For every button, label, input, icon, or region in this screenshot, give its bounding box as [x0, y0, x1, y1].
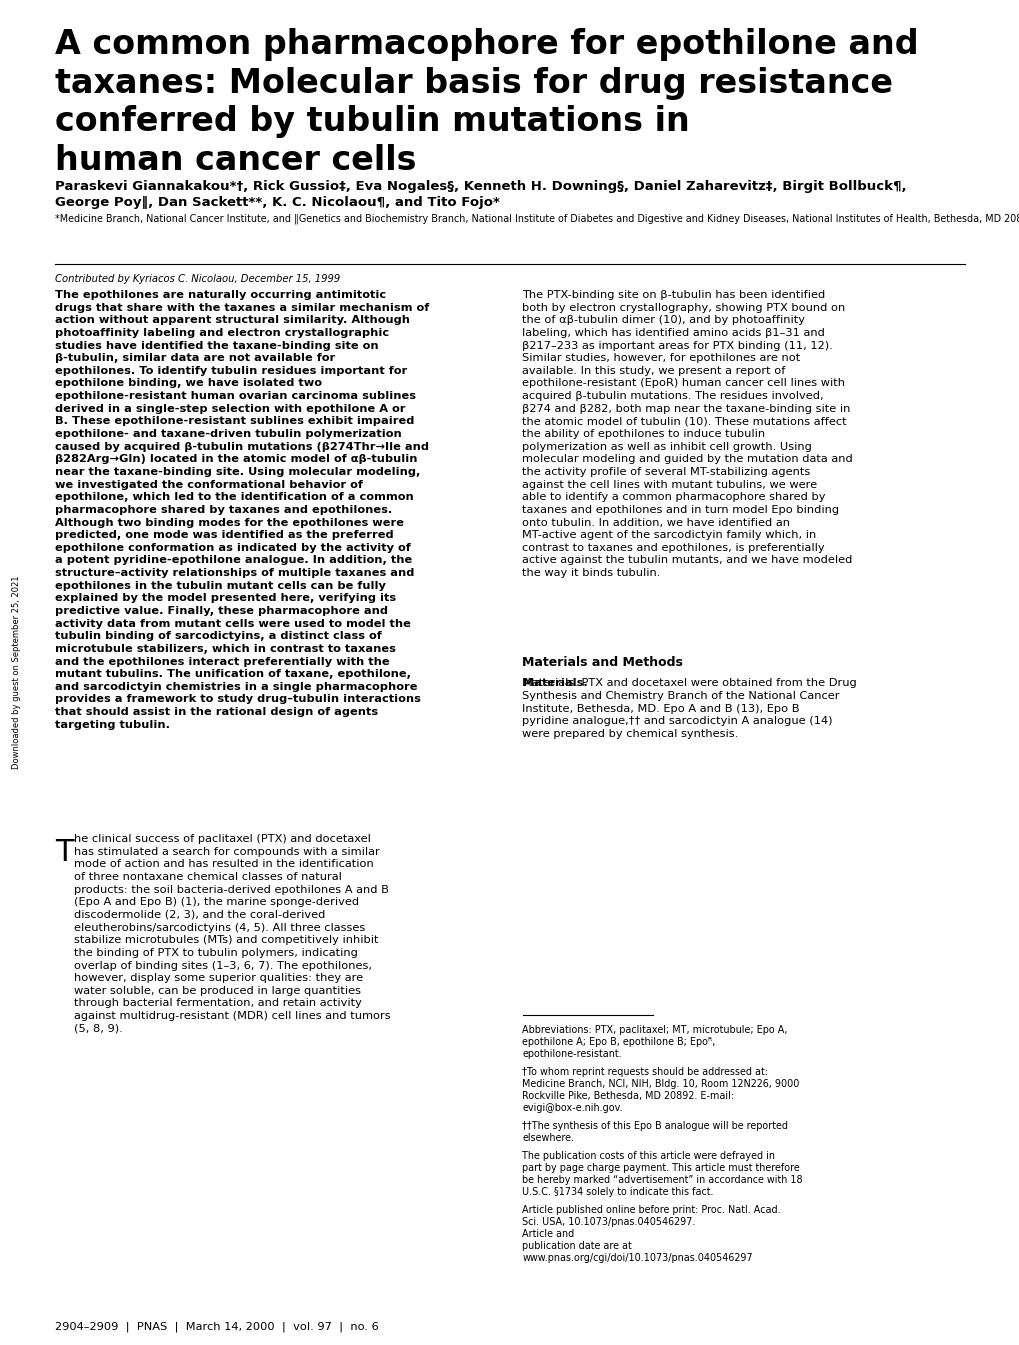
Text: †To whom reprint requests should be addressed at:
Medicine Branch, NCI, NIH, Bld: †To whom reprint requests should be addr… [522, 1067, 799, 1112]
Text: ††The synthesis of this Epo B analogue will be reported
elsewhere.: ††The synthesis of this Epo B analogue w… [522, 1120, 788, 1143]
Text: The PTX-binding site on β-tubulin has been identified
both by electron crystallo: The PTX-binding site on β-tubulin has be… [522, 291, 853, 578]
Text: The publication costs of this article were defrayed in
part by page charge payme: The publication costs of this article we… [522, 1151, 802, 1197]
Text: he clinical success of paclitaxel (PTX) and docetaxel
has stimulated a search fo: he clinical success of paclitaxel (PTX) … [74, 834, 390, 1034]
Text: The epothilones are naturally occurring antimitotic
drugs that share with the ta: The epothilones are naturally occurring … [55, 291, 429, 730]
Text: Materials.: Materials. [522, 678, 587, 689]
Text: 2904–2909  |  PNAS  |  March 14, 2000  |  vol. 97  |  no. 6: 2904–2909 | PNAS | March 14, 2000 | vol.… [55, 1321, 378, 1332]
Text: Article published online before print: Proc. Natl. Acad.
Sci. USA, 10.1073/pnas.: Article published online before print: P… [522, 1205, 781, 1263]
Text: Contributed by Kyriacos C. Nicolaou, December 15, 1999: Contributed by Kyriacos C. Nicolaou, Dec… [55, 274, 340, 284]
Text: T: T [55, 838, 73, 868]
Text: Downloaded by guest on September 25, 2021: Downloaded by guest on September 25, 202… [12, 576, 21, 769]
Text: *Medicine Branch, National Cancer Institute, and ‖Genetics and Biochemistry Bran: *Medicine Branch, National Cancer Instit… [55, 214, 1019, 225]
Text: Abbreviations: PTX, paclitaxel; MT, microtubule; Epo A,
epothilone A; Epo B, epo: Abbreviations: PTX, paclitaxel; MT, micr… [522, 1025, 788, 1059]
Text: Materials and Methods: Materials and Methods [522, 656, 683, 670]
Text: Materials. PTX and docetaxel were obtained from the Drug
Synthesis and Chemistry: Materials. PTX and docetaxel were obtain… [522, 678, 856, 738]
Text: A common pharmacophore for epothilone and
taxanes: Molecular basis for drug resi: A common pharmacophore for epothilone an… [55, 28, 918, 178]
Text: Paraskevi Giannakakou*†, Rick Gussio‡, Eva Nogales§, Kenneth H. Downing§, Daniel: Paraskevi Giannakakou*†, Rick Gussio‡, E… [55, 180, 906, 208]
